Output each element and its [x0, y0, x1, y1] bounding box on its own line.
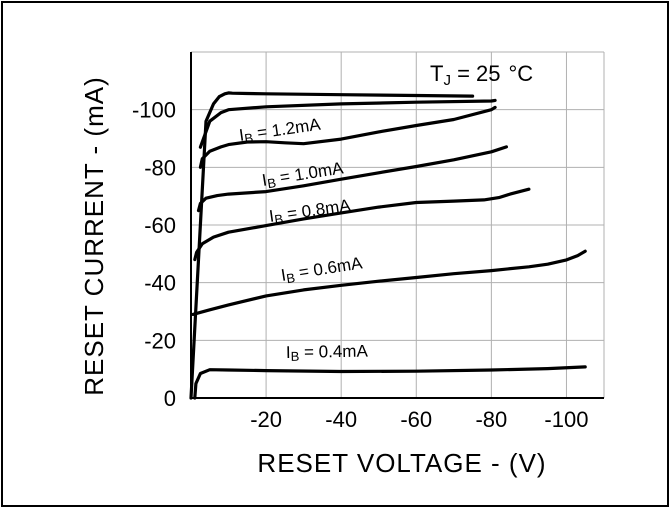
y-tick-label: -80 — [144, 155, 176, 180]
y-tick-label: -100 — [132, 98, 176, 123]
curve-line — [193, 187, 531, 262]
curve-line — [191, 249, 587, 316]
x-tick-label: -60 — [400, 407, 432, 432]
x-tick-label: -80 — [475, 407, 507, 432]
x-tick-label: -100 — [544, 407, 588, 432]
curve-line — [193, 365, 587, 400]
curves — [189, 91, 587, 400]
curve-line — [198, 105, 497, 169]
x-tick-label: -40 — [325, 407, 357, 432]
curve-line — [189, 91, 475, 400]
x-axis-title: RESET VOLTAGE - (V) — [257, 448, 546, 478]
x-tick-label: -20 — [250, 407, 282, 432]
y-axis-title: RESET CURRENT - (mA) — [79, 76, 109, 396]
y-tick-label: -20 — [144, 328, 176, 353]
y-tick-label: -40 — [144, 271, 176, 296]
y-tick-label: -60 — [144, 213, 176, 238]
curve-label: IB = 0.6mA — [280, 253, 365, 287]
y-tick-label: 0 — [164, 386, 176, 411]
curve-label: IB = 0.4mA — [286, 342, 369, 364]
curve-line — [196, 145, 508, 213]
curve-line — [198, 98, 497, 149]
grid — [191, 51, 605, 398]
temperature-annotation: TJ = 25 °C — [430, 61, 533, 89]
axes: -20 -40 -60 -80 -100 0 -20 -40 -60 -80 -100 — [132, 52, 604, 432]
curve-label: IB = 0.8mA — [268, 196, 353, 228]
